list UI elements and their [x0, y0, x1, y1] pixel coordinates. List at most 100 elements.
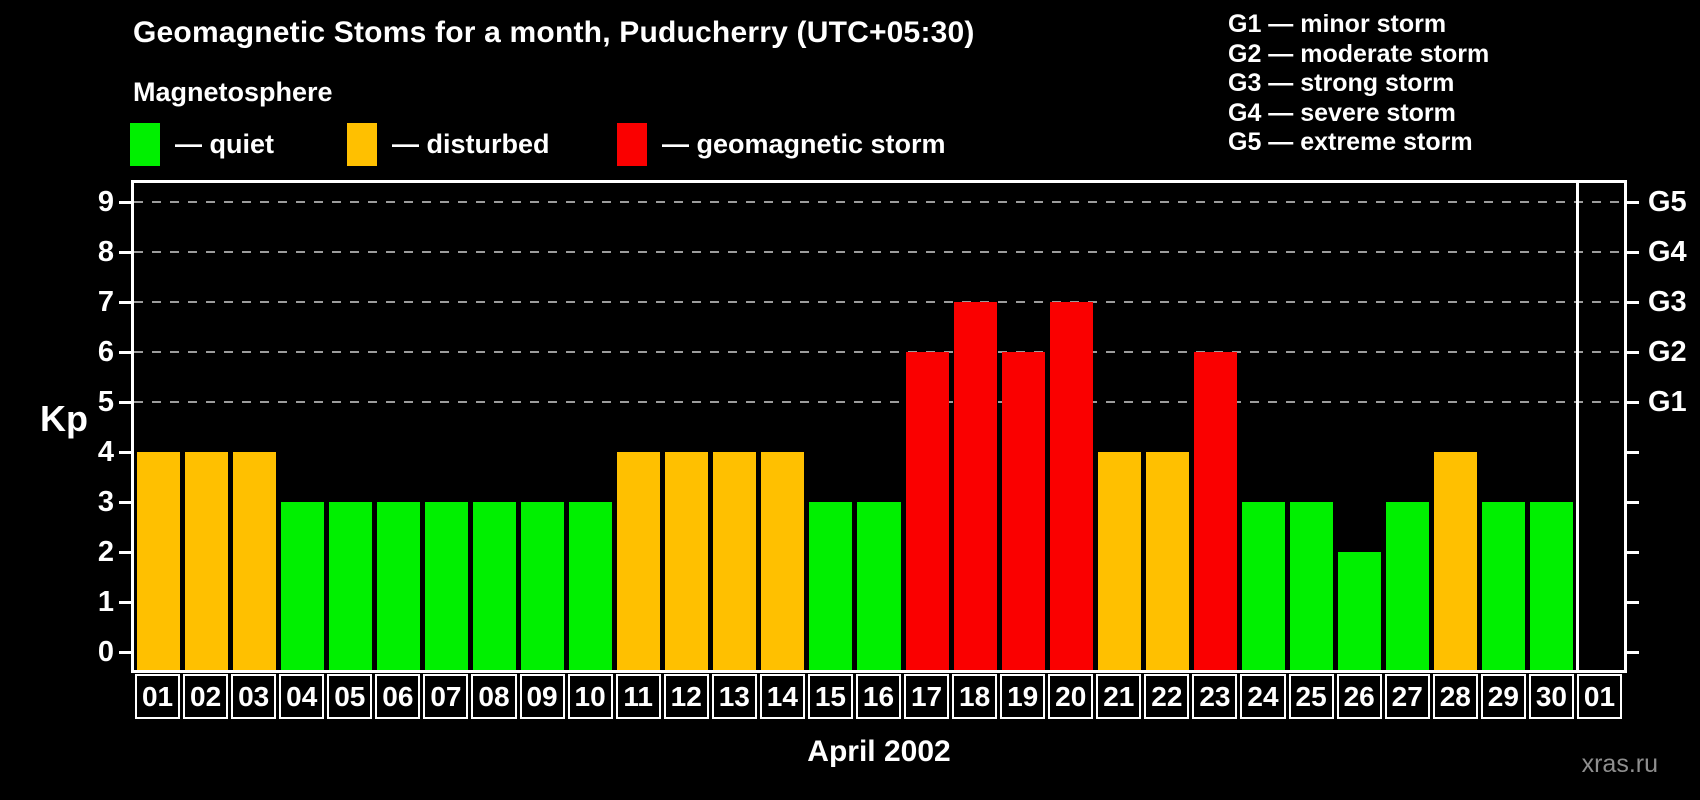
bar-day-04: [280, 502, 324, 670]
day-label-06: 06: [375, 674, 421, 719]
day-label-20: 20: [1048, 674, 1094, 719]
bar-day-08: [472, 502, 516, 670]
y-tick-7: [119, 300, 131, 304]
day-label-21: 21: [1096, 674, 1142, 719]
bar-day-30: [1530, 502, 1574, 670]
bar-day-09: [521, 502, 565, 670]
bar-day-13: [713, 452, 757, 670]
g-axis-label-g2: G2: [1648, 336, 1687, 368]
gridline-g1: [134, 401, 1624, 403]
day-label-27: 27: [1384, 674, 1430, 719]
x-axis-title: April 2002: [807, 735, 951, 768]
legend-item-disturbed: — disturbed: [347, 121, 550, 168]
right-tick-8: [1627, 250, 1639, 254]
legend-label-disturbed: — disturbed: [392, 129, 550, 159]
legend-item-quiet: — quiet: [130, 121, 274, 168]
right-tick-9: [1627, 200, 1639, 204]
legend-label-quiet: — quiet: [175, 129, 274, 159]
y-tick-3: [119, 500, 131, 504]
quiet-color-swatch: [130, 123, 160, 166]
day-label-09: 09: [519, 674, 565, 719]
watermark: xras.ru: [1581, 750, 1658, 778]
bar-day-10: [569, 502, 613, 670]
right-tick-7: [1627, 300, 1639, 304]
g-scale-legend-line-g1: G1 — minor storm: [1228, 10, 1447, 38]
gridline-g4: [134, 251, 1624, 253]
right-tick-2: [1627, 550, 1639, 554]
day-label-29: 29: [1480, 674, 1526, 719]
bar-day-26: [1338, 552, 1382, 670]
day-label-14: 14: [759, 674, 805, 719]
y-tick-2: [119, 550, 131, 554]
bar-day-12: [665, 452, 709, 670]
y-tick-label-1: 1: [97, 586, 114, 618]
bar-day-05: [328, 502, 372, 670]
y-tick-label-7: 7: [97, 286, 114, 318]
g-axis-label-g3: G3: [1648, 286, 1687, 318]
day-label-12: 12: [663, 674, 709, 719]
g-scale-legend: G1 — minor storm G2 — moderate storm G3 …: [1228, 10, 1489, 158]
bar-day-11: [617, 452, 661, 670]
y-tick-8: [119, 250, 131, 254]
day-label-30: 30: [1528, 674, 1574, 719]
day-label-04: 04: [279, 674, 325, 719]
gridline-g2: [134, 351, 1624, 353]
bar-day-06: [376, 502, 420, 670]
bar-day-27: [1386, 502, 1430, 670]
y-tick-4: [119, 450, 131, 454]
y-tick-label-0: 0: [97, 636, 114, 668]
day-label-10: 10: [567, 674, 613, 719]
right-tick-4: [1627, 450, 1639, 454]
bar-day-24: [1241, 502, 1286, 670]
plot-bottom-border: [131, 670, 1627, 673]
gridline-g5: [134, 201, 1624, 203]
day-label-02: 02: [183, 674, 229, 719]
bar-day-15: [809, 502, 853, 670]
bar-day-17: [905, 352, 949, 670]
right-axis-line: [1624, 180, 1627, 673]
g-scale-legend-line-g5: G5 — extreme storm: [1228, 128, 1473, 156]
day-label-24: 24: [1240, 674, 1286, 719]
bar-day-18: [953, 302, 997, 670]
g-scale-legend-line-g3: G3 — strong storm: [1228, 69, 1455, 97]
day-label-11: 11: [615, 674, 661, 719]
day-label-22: 22: [1144, 674, 1190, 719]
legend-label-storm: — geomagnetic storm: [662, 129, 946, 159]
y-axis-title: Kp: [40, 398, 88, 439]
day-label-28: 28: [1432, 674, 1478, 719]
day-label-17: 17: [904, 674, 950, 719]
bar-day-29: [1482, 502, 1526, 670]
bar-day-02: [184, 452, 228, 670]
bar-day-16: [857, 502, 901, 670]
g-axis-label-g4: G4: [1648, 236, 1687, 268]
day-label-16: 16: [855, 674, 902, 719]
day-label-19: 19: [1000, 674, 1046, 719]
disturbed-color-swatch: [347, 123, 377, 166]
y-tick-9: [119, 200, 131, 204]
legend-item-storm: — geomagnetic storm: [617, 121, 946, 168]
gridline-g3: [134, 301, 1624, 303]
g-axis-label-g5: G5: [1648, 186, 1687, 218]
day-label-07: 07: [423, 674, 469, 719]
day-label-08: 08: [471, 674, 517, 719]
bar-day-20: [1049, 302, 1093, 670]
right-tick-3: [1627, 500, 1639, 504]
y-tick-label-9: 9: [97, 186, 114, 218]
bar-day-21: [1097, 452, 1141, 670]
month-separator-line: [1575, 183, 1579, 670]
y-tick-5: [119, 400, 131, 404]
day-label-25: 25: [1288, 674, 1334, 719]
y-tick-label-8: 8: [97, 236, 114, 268]
day-label-23: 23: [1192, 674, 1238, 719]
bar-day-19: [1001, 352, 1045, 670]
day-label-01: 01: [135, 674, 181, 719]
g-axis-label-g1: G1: [1648, 386, 1687, 418]
right-tick-0: [1627, 650, 1639, 654]
day-label-05: 05: [327, 674, 373, 719]
y-tick-label-6: 6: [97, 336, 114, 368]
y-tick-1: [119, 600, 131, 604]
bar-day-01: [136, 452, 180, 670]
right-tick-6: [1627, 350, 1639, 354]
